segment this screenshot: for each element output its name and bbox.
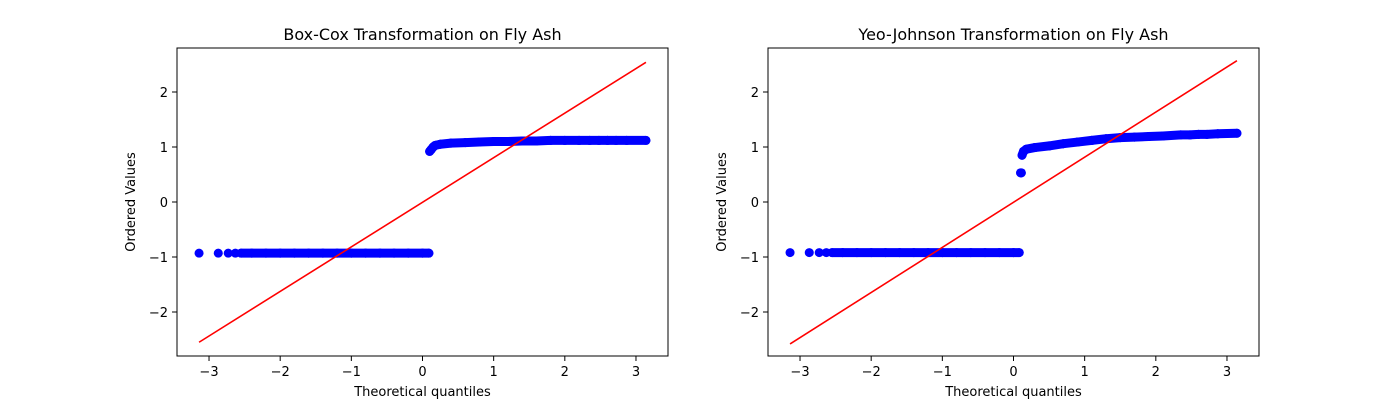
y-tick-label: −1: [149, 251, 168, 266]
data-point: [785, 248, 795, 258]
x-tick-label: −3: [790, 365, 809, 380]
fit-line: [198, 61, 647, 343]
y-tick-label: 2: [751, 86, 759, 101]
x-tick-label: 0: [1009, 365, 1017, 380]
x-tick-label: 1: [1081, 365, 1089, 380]
x-tick-label: 1: [490, 365, 498, 380]
data-point: [804, 248, 814, 258]
y-tick-label: −1: [740, 251, 759, 266]
y-tick-label: −2: [149, 306, 168, 321]
chart-yeo-johnson: Yeo-Johnson Transformation on Fly Ash −3 −…: [715, 25, 1260, 400]
x-tick-label: 2: [561, 365, 569, 380]
x-tick-label: 3: [1223, 365, 1231, 380]
data-point: [213, 248, 223, 258]
x-axis-label: Theoretical quantiles: [353, 385, 491, 400]
y-tick-label: 0: [160, 196, 168, 211]
y-tick-label: 1: [160, 141, 168, 156]
chart-box-cox: Box-Cox Transformation on Fly Ash −3 −2 −1 0…: [124, 25, 669, 400]
data-point: [223, 248, 233, 258]
x-tick-label: 2: [1152, 365, 1160, 380]
x-tick-label: −2: [271, 365, 290, 380]
y-axis-label: Ordered Values: [715, 152, 730, 252]
data-point: [194, 248, 204, 258]
fit-line: [789, 59, 1238, 345]
x-tick-label: 3: [632, 365, 640, 380]
y-tick-label: 1: [751, 141, 759, 156]
y-tick-label: 2: [160, 86, 168, 101]
chart-title: Box-Cox Transformation on Fly Ash: [283, 25, 561, 44]
y-tick-label: −2: [740, 306, 759, 321]
data-point: [814, 248, 824, 258]
chart-title: Yeo-Johnson Transformation on Fly Ash: [857, 25, 1168, 44]
x-tick-label: −1: [342, 365, 361, 380]
x-axis-label: Theoretical quantiles: [944, 385, 1082, 400]
y-tick-label: 0: [751, 196, 759, 211]
y-axis-label: Ordered Values: [124, 152, 139, 252]
x-tick-label: 0: [418, 365, 426, 380]
data-point-band: [1213, 128, 1242, 139]
x-tick-label: −3: [199, 365, 218, 380]
x-tick-label: −1: [933, 365, 952, 380]
x-tick-label: −2: [862, 365, 881, 380]
